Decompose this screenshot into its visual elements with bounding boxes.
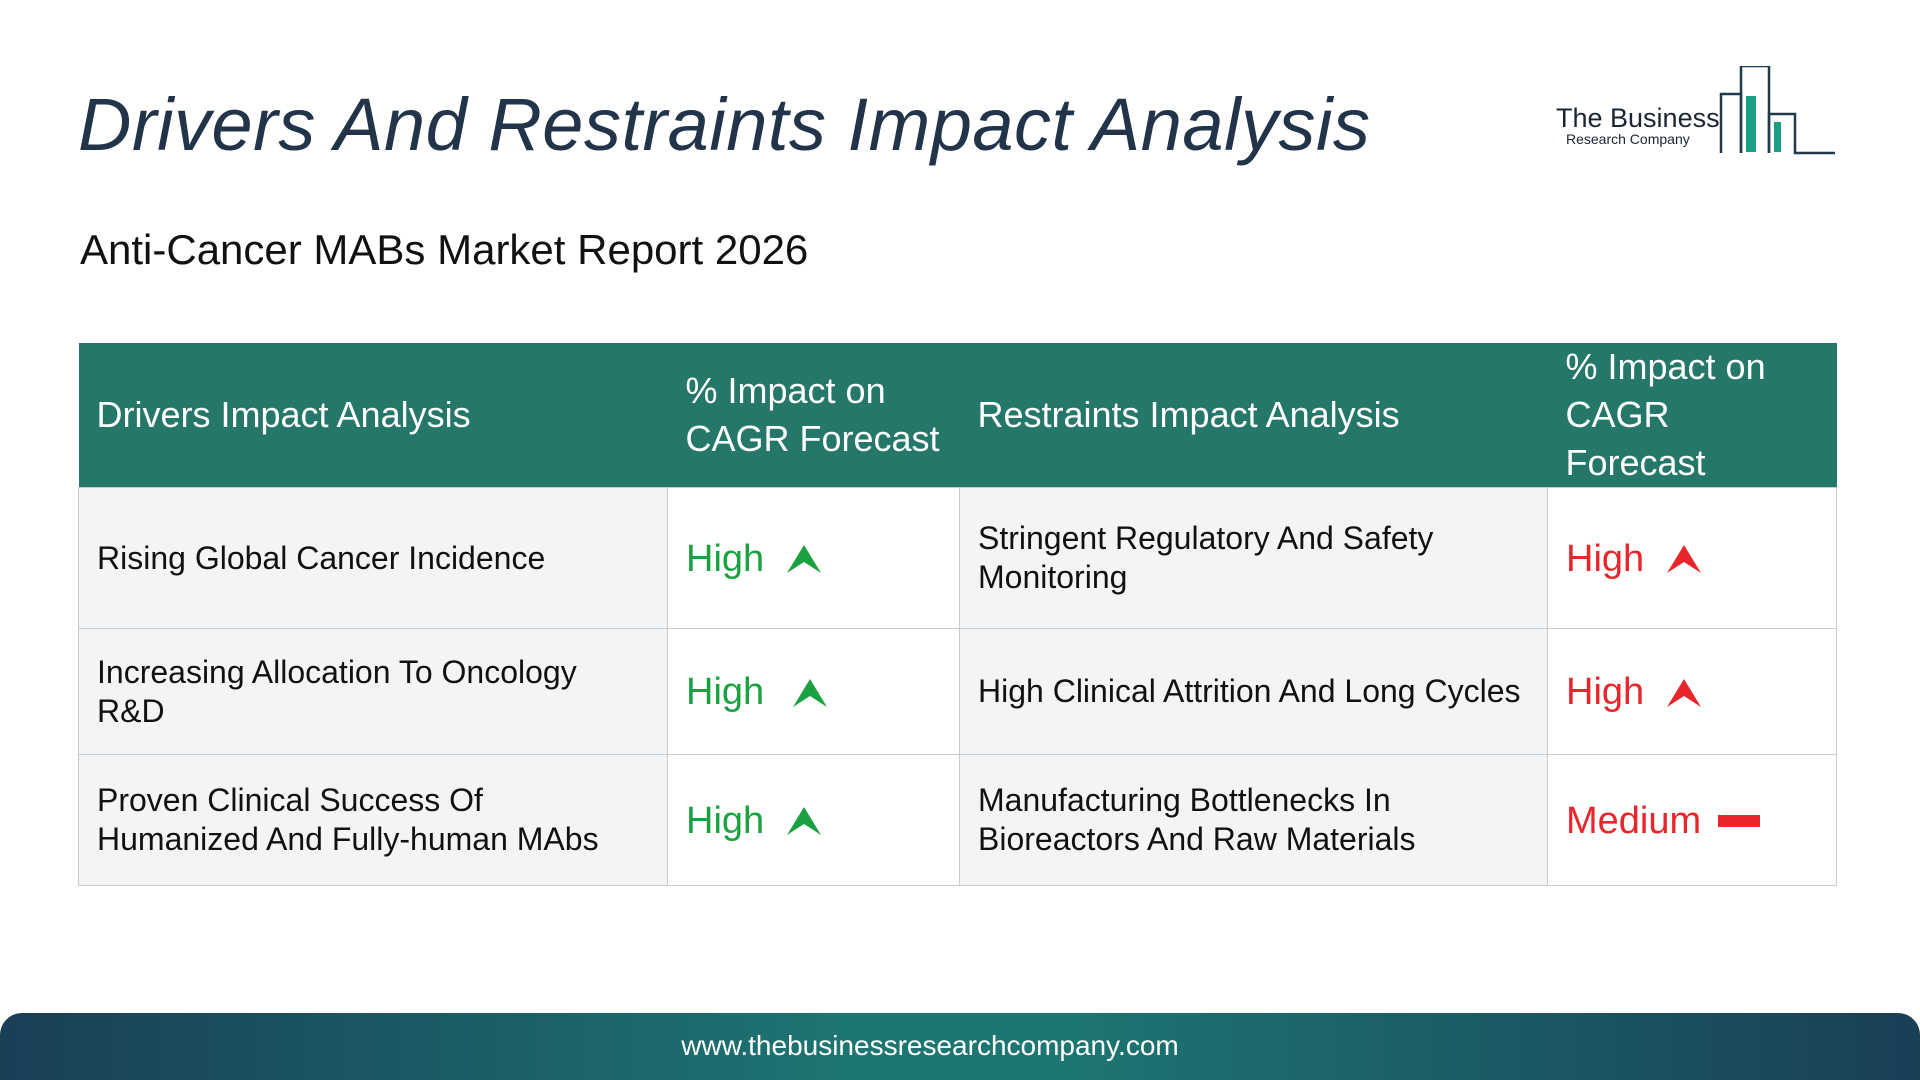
driver-impact-level: High bbox=[686, 671, 765, 714]
impact-table: Drivers Impact Analysis % Impact on CAGR… bbox=[78, 343, 1837, 886]
table-header-row: Drivers Impact Analysis % Impact on CAGR… bbox=[78, 343, 1837, 488]
header-drivers: Drivers Impact Analysis bbox=[78, 343, 668, 488]
driver-impact-level: High bbox=[686, 537, 765, 580]
restraint-impact-level: High bbox=[1566, 537, 1645, 580]
dash-icon bbox=[1718, 815, 1761, 828]
logo-subname: Research Company bbox=[1566, 131, 1690, 147]
restraint-impact-cell: High bbox=[1547, 628, 1837, 755]
page-title: Drivers And Restraints Impact Analysis bbox=[78, 83, 1371, 166]
driver-impact-cell: High bbox=[667, 628, 960, 755]
driver-cell: Increasing Allocation To Oncology R&D bbox=[78, 628, 668, 755]
restraint-impact-cell: Medium bbox=[1547, 754, 1837, 886]
driver-impact-level: High bbox=[686, 799, 765, 842]
restraint-cell: Stringent Regulatory And Safety Monitori… bbox=[959, 487, 1548, 629]
table-row: Proven Clinical Success Of Humanized And… bbox=[78, 754, 1837, 886]
restraint-cell: Manufacturing Bottlenecks In Bioreactors… bbox=[959, 754, 1548, 886]
driver-impact-cell: High bbox=[667, 754, 960, 886]
driver-cell: Rising Global Cancer Incidence bbox=[78, 487, 668, 629]
restraint-cell: High Clinical Attrition And Long Cycles bbox=[959, 628, 1548, 755]
header-drivers-impact: % Impact on CAGR Forecast bbox=[667, 343, 960, 488]
driver-cell: Proven Clinical Success Of Humanized And… bbox=[78, 754, 668, 886]
header-restraints: Restraints Impact Analysis bbox=[959, 343, 1548, 488]
arrow-up-icon bbox=[793, 678, 828, 707]
header-restraints-impact: % Impact on CAGR Forecast bbox=[1547, 343, 1837, 488]
footer-bar bbox=[0, 1013, 1920, 1080]
restraint-impact-cell: High bbox=[1547, 487, 1837, 629]
table-row: Increasing Allocation To Oncology R&D Hi… bbox=[78, 628, 1837, 755]
logo-name: The Business bbox=[1556, 103, 1720, 133]
driver-impact-cell: High bbox=[667, 487, 960, 629]
restraint-impact-level: Medium bbox=[1566, 799, 1702, 842]
arrow-up-icon bbox=[787, 807, 822, 836]
arrow-up-icon bbox=[1667, 678, 1702, 707]
arrow-up-icon bbox=[787, 545, 822, 574]
restraint-impact-level: High bbox=[1566, 671, 1645, 714]
footer-url: www.thebusinessresearchcompany.com bbox=[681, 1030, 1179, 1061]
arrow-up-icon bbox=[1667, 545, 1702, 574]
table-row: Rising Global Cancer Incidence High Stri… bbox=[78, 487, 1837, 629]
company-logo-icon bbox=[1719, 66, 1835, 155]
report-subtitle: Anti-Cancer MABs Market Report 2026 bbox=[80, 226, 809, 273]
